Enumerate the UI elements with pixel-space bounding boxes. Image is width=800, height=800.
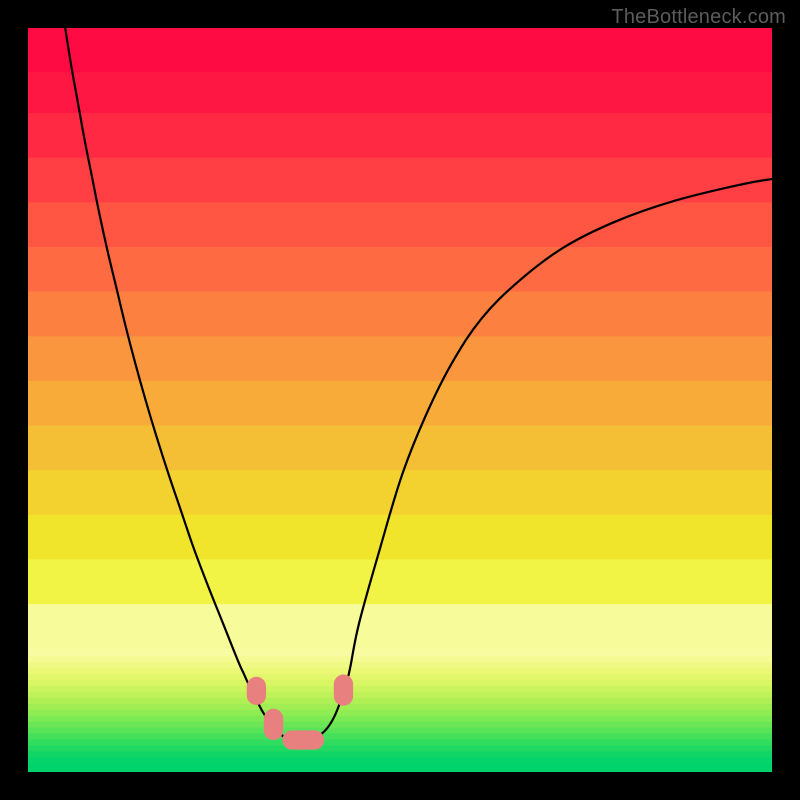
- watermark-text: TheBottleneck.com: [611, 6, 786, 29]
- bottleneck-chart-canvas: [28, 28, 772, 772]
- chart-stage: TheBottleneck.com: [0, 0, 800, 800]
